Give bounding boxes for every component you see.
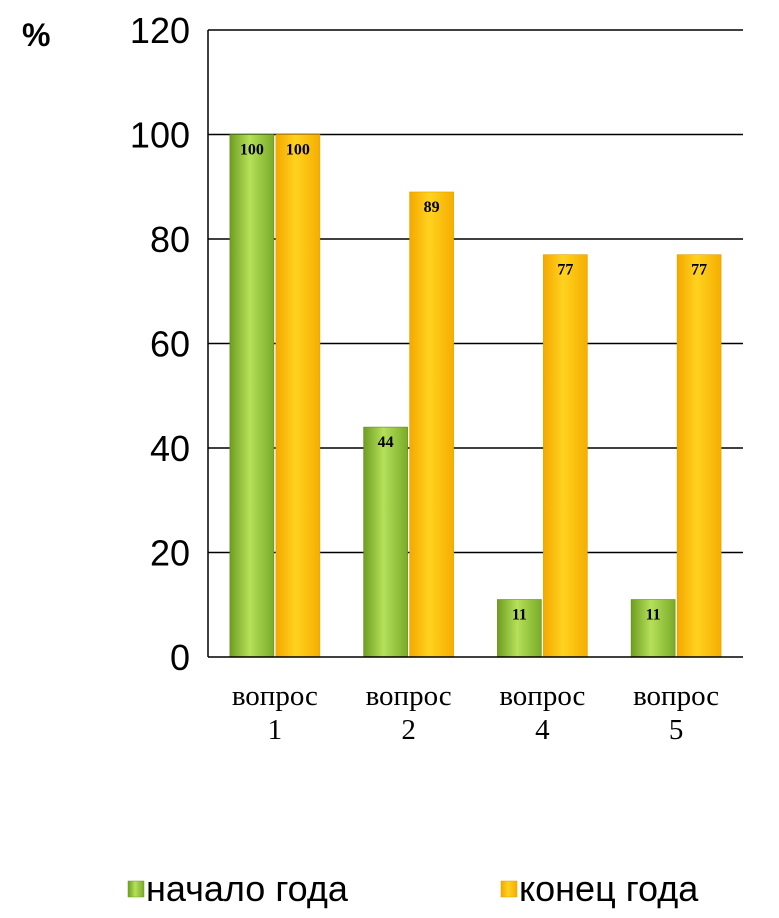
y-tick-40: 40	[150, 428, 190, 469]
data-labels: 100 100 44 89 11 77 11 77	[240, 142, 707, 624]
data-label-end-2: 89	[424, 199, 440, 216]
legend-label-end: конец года	[519, 868, 699, 909]
data-label-start-4: 11	[646, 607, 661, 624]
legend: начало года конец года	[127, 868, 699, 909]
x-category-1: вопрос 1	[232, 680, 318, 746]
bar-start-4	[630, 599, 676, 658]
y-tick-60: 60	[150, 324, 190, 365]
data-label-start-2: 44	[378, 434, 394, 451]
bar-end-4	[676, 254, 722, 658]
y-tick-80: 80	[150, 219, 190, 260]
bar-end-3	[543, 254, 588, 658]
y-tick-labels: 0 20 40 60 80 100 120	[130, 10, 190, 678]
x-category-labels: вопрос 1 вопрос 2 вопрос 4 вопрос 5	[232, 680, 719, 746]
legend-label-start: начало года	[146, 868, 349, 909]
data-label-end-3: 77	[557, 262, 573, 279]
bar-start-2	[363, 426, 408, 658]
legend-swatch-end	[500, 880, 518, 898]
data-label-start-1: 100	[240, 142, 264, 159]
bars	[229, 134, 722, 658]
legend-swatch-start	[127, 880, 145, 898]
y-tick-0: 0	[170, 637, 190, 678]
y-tick-120: 120	[130, 10, 190, 51]
x-category-2: вопрос 2	[366, 680, 452, 746]
x-category-3: вопрос 4	[499, 680, 585, 746]
bar-end-2	[409, 191, 454, 658]
y-tick-20: 20	[150, 533, 190, 574]
y-tick-100: 100	[130, 115, 190, 156]
bar-end-1	[275, 134, 321, 658]
data-label-end-4: 77	[691, 262, 707, 279]
data-label-start-3: 11	[512, 607, 527, 624]
data-label-end-1: 100	[286, 142, 310, 159]
y-unit-label: %	[22, 17, 50, 53]
x-category-4: вопрос 5	[633, 680, 719, 746]
bar-start-1	[229, 134, 275, 658]
